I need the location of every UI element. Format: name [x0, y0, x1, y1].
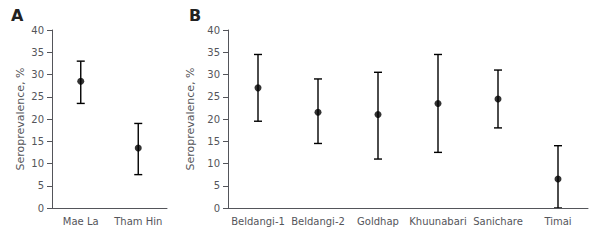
- svg-text:25: 25: [31, 91, 44, 102]
- svg-text:Sanichare: Sanichare: [473, 216, 523, 227]
- svg-text:5: 5: [214, 180, 220, 191]
- svg-text:5: 5: [38, 180, 44, 191]
- svg-text:20: 20: [31, 114, 44, 125]
- svg-text:Timai: Timai: [543, 216, 571, 227]
- svg-text:0: 0: [214, 203, 220, 214]
- svg-text:30: 30: [207, 69, 220, 80]
- svg-text:Beldangi-1: Beldangi-1: [231, 216, 285, 227]
- svg-text:Seroprevalence, %: Seroprevalence, %: [14, 67, 27, 170]
- svg-text:30: 30: [31, 69, 44, 80]
- svg-text:20: 20: [207, 114, 220, 125]
- svg-text:Tham Hin: Tham Hin: [113, 216, 162, 227]
- svg-text:40: 40: [31, 25, 44, 36]
- svg-text:15: 15: [31, 136, 44, 147]
- svg-text:Seroprevalence, %: Seroprevalence, %: [184, 67, 197, 170]
- svg-text:A: A: [11, 6, 24, 25]
- svg-text:15: 15: [207, 136, 220, 147]
- svg-text:10: 10: [31, 158, 44, 169]
- svg-text:Mae La: Mae La: [63, 216, 99, 227]
- svg-text:0: 0: [38, 203, 44, 214]
- svg-text:B: B: [189, 6, 201, 25]
- svg-text:25: 25: [207, 91, 220, 102]
- svg-text:10: 10: [207, 158, 220, 169]
- svg-text:Goldhap: Goldhap: [357, 216, 399, 227]
- svg-text:Beldangi-2: Beldangi-2: [291, 216, 345, 227]
- svg-text:40: 40: [207, 25, 220, 36]
- svg-text:35: 35: [31, 47, 44, 58]
- svg-text:Khuunabari: Khuunabari: [409, 216, 466, 227]
- svg-text:35: 35: [207, 47, 220, 58]
